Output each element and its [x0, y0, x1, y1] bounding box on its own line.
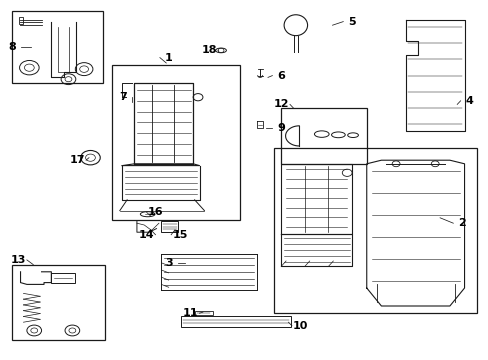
Text: 15: 15	[172, 230, 187, 240]
Text: 17: 17	[69, 155, 85, 165]
Text: 12: 12	[273, 99, 288, 109]
Text: 2: 2	[457, 218, 465, 228]
Text: 9: 9	[277, 123, 285, 133]
Text: 16: 16	[147, 207, 163, 217]
Bar	[112, 65, 239, 220]
Bar	[194, 311, 213, 315]
Text: 13: 13	[10, 255, 26, 265]
Text: 1: 1	[164, 53, 172, 63]
Bar	[12, 11, 102, 83]
Bar	[273, 148, 476, 313]
Text: 11: 11	[183, 308, 198, 318]
Bar	[51, 273, 75, 283]
Text: 18: 18	[201, 45, 217, 55]
Text: 5: 5	[347, 17, 355, 27]
Text: 7: 7	[119, 92, 127, 102]
Text: 3: 3	[164, 258, 172, 268]
Bar	[19, 17, 23, 24]
Text: 14: 14	[139, 230, 154, 240]
Bar	[181, 316, 290, 327]
Bar	[281, 108, 366, 164]
Bar	[161, 221, 178, 232]
Bar	[12, 265, 105, 340]
Text: 8: 8	[8, 42, 16, 52]
Text: 6: 6	[277, 71, 285, 81]
Text: 10: 10	[292, 321, 308, 331]
Text: 4: 4	[465, 96, 472, 106]
